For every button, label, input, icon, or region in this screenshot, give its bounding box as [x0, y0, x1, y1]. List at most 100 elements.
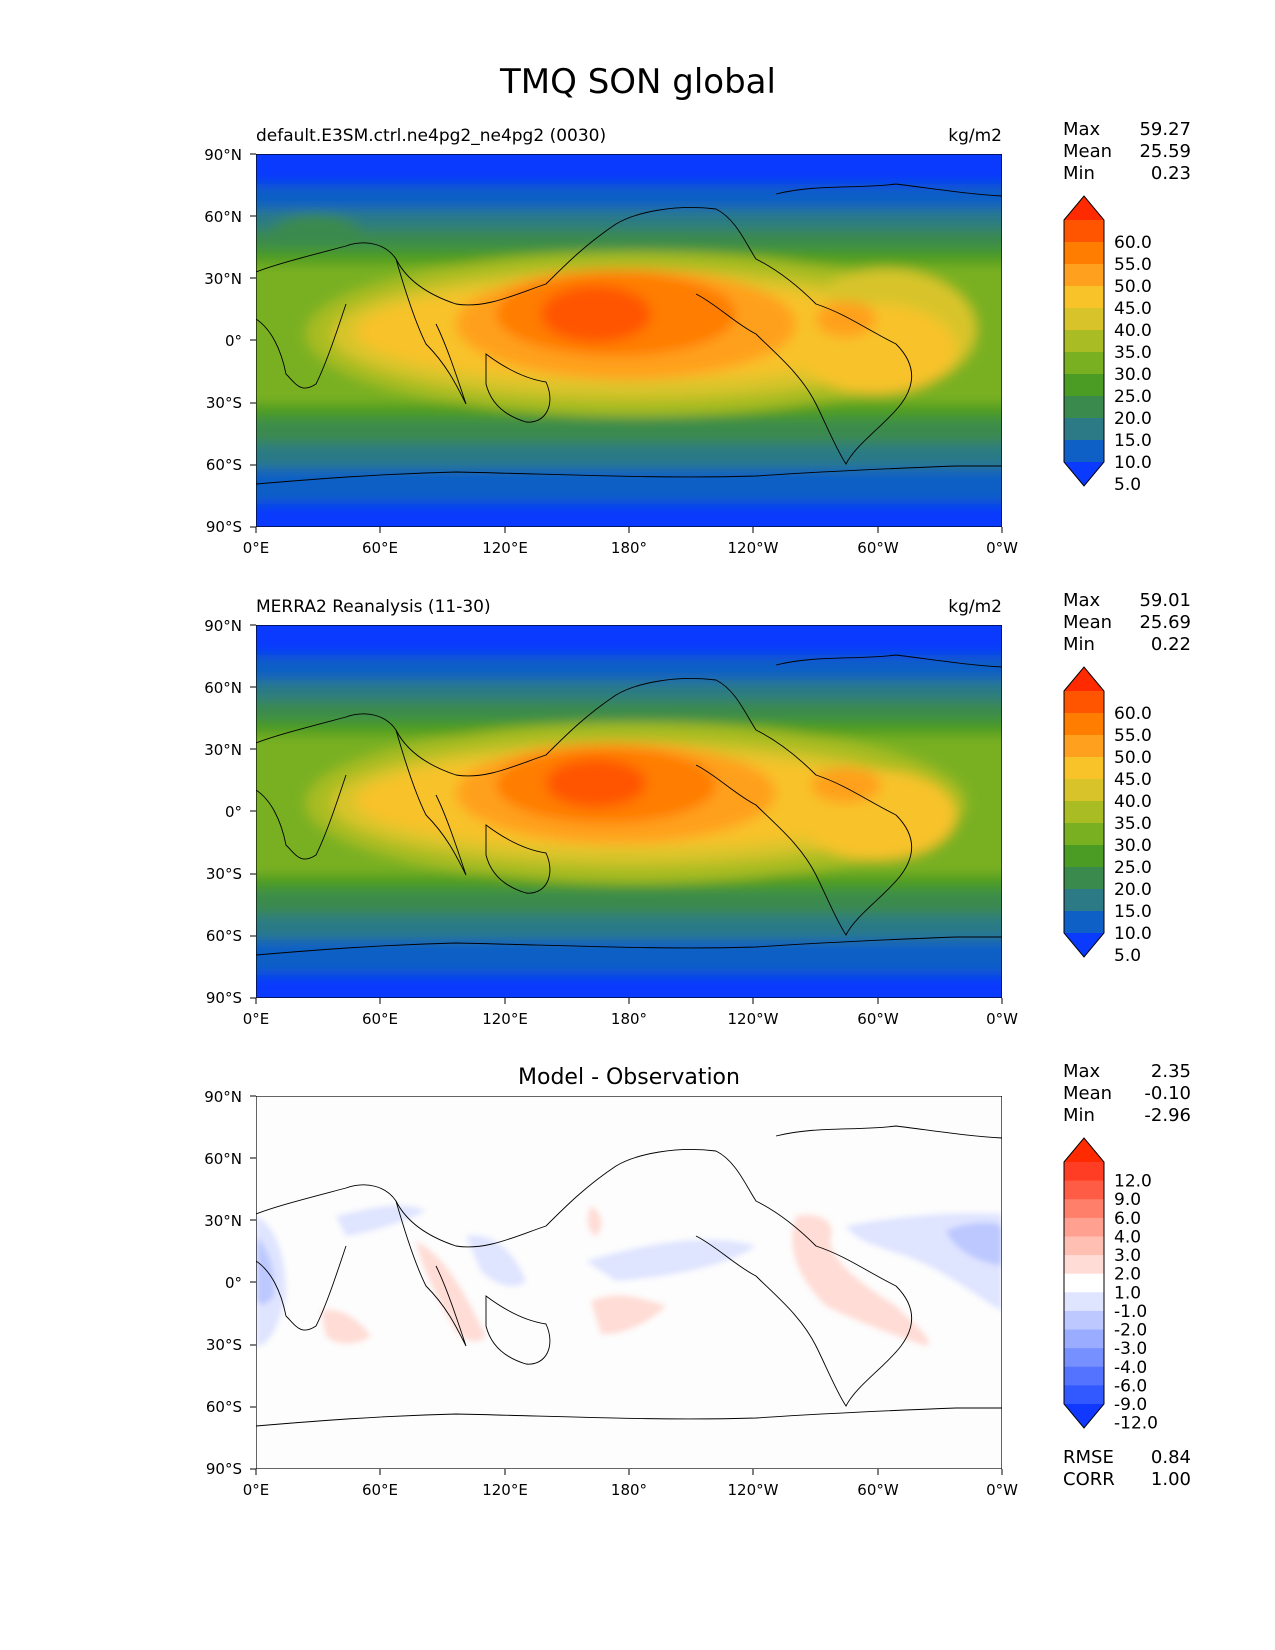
colorbar-extend-top: [1064, 196, 1104, 220]
stat-label: Min: [1063, 163, 1095, 184]
colorbar-tick-label: 40.0: [1114, 321, 1152, 341]
stat-value: 59.01: [1139, 590, 1191, 611]
colorbar-segment: [1064, 845, 1104, 868]
lat-tick: 0°: [225, 803, 242, 821]
colorbar-segment: [1064, 1329, 1104, 1349]
map-plot: [256, 625, 1002, 998]
stat-value: 59.27: [1139, 119, 1191, 140]
stat-value: -0.10: [1144, 1083, 1191, 1104]
figure-title: TMQ SON global: [499, 62, 776, 102]
lon-tick: 120°E: [482, 1010, 528, 1028]
coastlines: [256, 183, 1002, 485]
colorbar-segment: [1064, 867, 1104, 890]
stats-obs: Max 59.01 Mean 25.69 Min 0.22: [1063, 590, 1191, 655]
colorbar-segment: [1064, 330, 1104, 353]
colorbar-tick-label: 20.0: [1114, 880, 1152, 900]
stat-value: 0.23: [1151, 163, 1191, 184]
lat-tick: 30°N: [204, 741, 242, 759]
colorbar-segment: [1064, 1273, 1104, 1293]
colorbar-segment: [1064, 1199, 1104, 1219]
stat-label: Min: [1063, 1105, 1095, 1126]
lon-tick: 120°W: [728, 1010, 779, 1028]
colorbar-segment: [1064, 735, 1104, 758]
lat-axis: 90°N 60°N 30°N 0° 30°S 60°S 90°S: [204, 617, 242, 1007]
lat-tick: 90°S: [206, 1460, 242, 1478]
colorbar-tick-label: 60.0: [1114, 704, 1152, 724]
colorbar-segment: [1064, 286, 1104, 309]
colorbar-segment: [1064, 1348, 1104, 1368]
lat-tick: 30°S: [206, 1336, 242, 1354]
colorbar-segment: [1064, 374, 1104, 397]
colorbar-segment: [1064, 352, 1104, 375]
lon-tick: 0°E: [243, 1010, 270, 1028]
colorbar-segment: [1064, 911, 1104, 934]
colorbar-segment: [1064, 396, 1104, 419]
colorbar-tick-label: 35.0: [1114, 814, 1152, 834]
colorbar: 12.09.06.04.03.02.01.0-1.0-2.0-3.0-4.0-6…: [1063, 1137, 1158, 1434]
lat-tick: 90°S: [206, 518, 242, 536]
colorbar-segment: [1064, 1385, 1104, 1405]
colorbar-tick-label: 9.0: [1114, 1190, 1141, 1210]
colorbar-tick-label: 50.0: [1114, 277, 1152, 297]
colorbar-tick-label: 5.0: [1114, 946, 1141, 966]
colorbar-segment: [1064, 440, 1104, 463]
colorbar-tick-label: 25.0: [1114, 858, 1152, 878]
stats-diff: Max 2.35 Mean -0.10 Min -2.96: [1063, 1061, 1191, 1126]
colorbar-tick-label: 30.0: [1114, 365, 1152, 385]
colorbar-tick-label: 20.0: [1114, 409, 1152, 429]
colorbar-segment: [1064, 264, 1104, 287]
colorbar-segment: [1064, 1162, 1104, 1182]
colorbar-extend-top: [1064, 1138, 1104, 1162]
colorbar-tick-label: -1.0: [1114, 1302, 1147, 1322]
lon-tick: 120°E: [482, 1481, 528, 1499]
colorbar-segment: [1064, 801, 1104, 824]
lat-tick: 30°N: [204, 270, 242, 288]
lat-tick: 30°S: [206, 865, 242, 883]
stat-value: 25.69: [1139, 612, 1191, 633]
colorbar-segment: [1064, 1310, 1104, 1331]
colorbar-extend-top: [1064, 667, 1104, 691]
lon-tick: 120°W: [728, 539, 779, 557]
colorbar-tick-label: 55.0: [1114, 255, 1152, 275]
colorbar-segment: [1064, 242, 1104, 265]
colorbar-tick-label: 5.0: [1114, 475, 1141, 495]
panel-obs: MERRA2 Reanalysis (11-30) kg/m2: [204, 597, 1018, 1028]
panel-model: default.E3SM.ctrl.ne4pg2_ne4pg2 (0030) k…: [204, 126, 1018, 557]
colorbar-tick-label: -4.0: [1114, 1358, 1147, 1378]
lon-tick: 0°W: [986, 539, 1018, 557]
colorbar-tick-label: 25.0: [1114, 387, 1152, 407]
colorbar-segment: [1064, 691, 1104, 714]
map-plot: [256, 1096, 1002, 1469]
corr-value: 1.00: [1151, 1469, 1191, 1490]
colorbar-tick-label: -9.0: [1114, 1395, 1147, 1415]
colorbar-outline: [1063, 1137, 1105, 1429]
lon-tick: 60°W: [857, 1010, 899, 1028]
colorbar-tick-label: 12.0: [1114, 1172, 1152, 1192]
colorbar-tick-label: 55.0: [1114, 726, 1152, 746]
colorbar-segment: [1064, 823, 1104, 846]
colorbar: 60.055.050.045.040.035.030.025.020.015.0…: [1063, 666, 1152, 966]
lat-tick: 30°N: [204, 1212, 242, 1230]
colorbar-tick-label: 30.0: [1114, 836, 1152, 856]
rmse-label: RMSE: [1063, 1447, 1114, 1468]
lon-tick: 180°: [611, 1010, 647, 1028]
map-plot: [256, 154, 1002, 527]
lat-tick: 90°N: [204, 1088, 242, 1106]
colorbar-tick-label: 45.0: [1114, 299, 1152, 319]
colorbar-segment: [1064, 1366, 1104, 1386]
lon-tick: 0°E: [243, 1481, 270, 1499]
colorbar-outline: [1063, 195, 1105, 487]
stat-value: 25.59: [1139, 141, 1191, 162]
coastlines: [256, 1125, 1002, 1427]
colorbar-tick-label: 3.0: [1114, 1246, 1141, 1266]
lat-axis: 90°N 60°N 30°N 0° 30°S 60°S 90°S: [204, 1088, 242, 1478]
colorbar-segment: [1064, 1292, 1104, 1312]
lat-tick: 0°: [225, 332, 242, 350]
lat-tick: 90°N: [204, 617, 242, 635]
stat-label: Mean: [1063, 612, 1112, 633]
colorbar-tick-label: 1.0: [1114, 1283, 1141, 1303]
colorbar-tick-label: 50.0: [1114, 748, 1152, 768]
stat-label: Mean: [1063, 141, 1112, 162]
colorbar-tick-label: 6.0: [1114, 1209, 1141, 1229]
lon-tick: 60°E: [362, 1010, 398, 1028]
